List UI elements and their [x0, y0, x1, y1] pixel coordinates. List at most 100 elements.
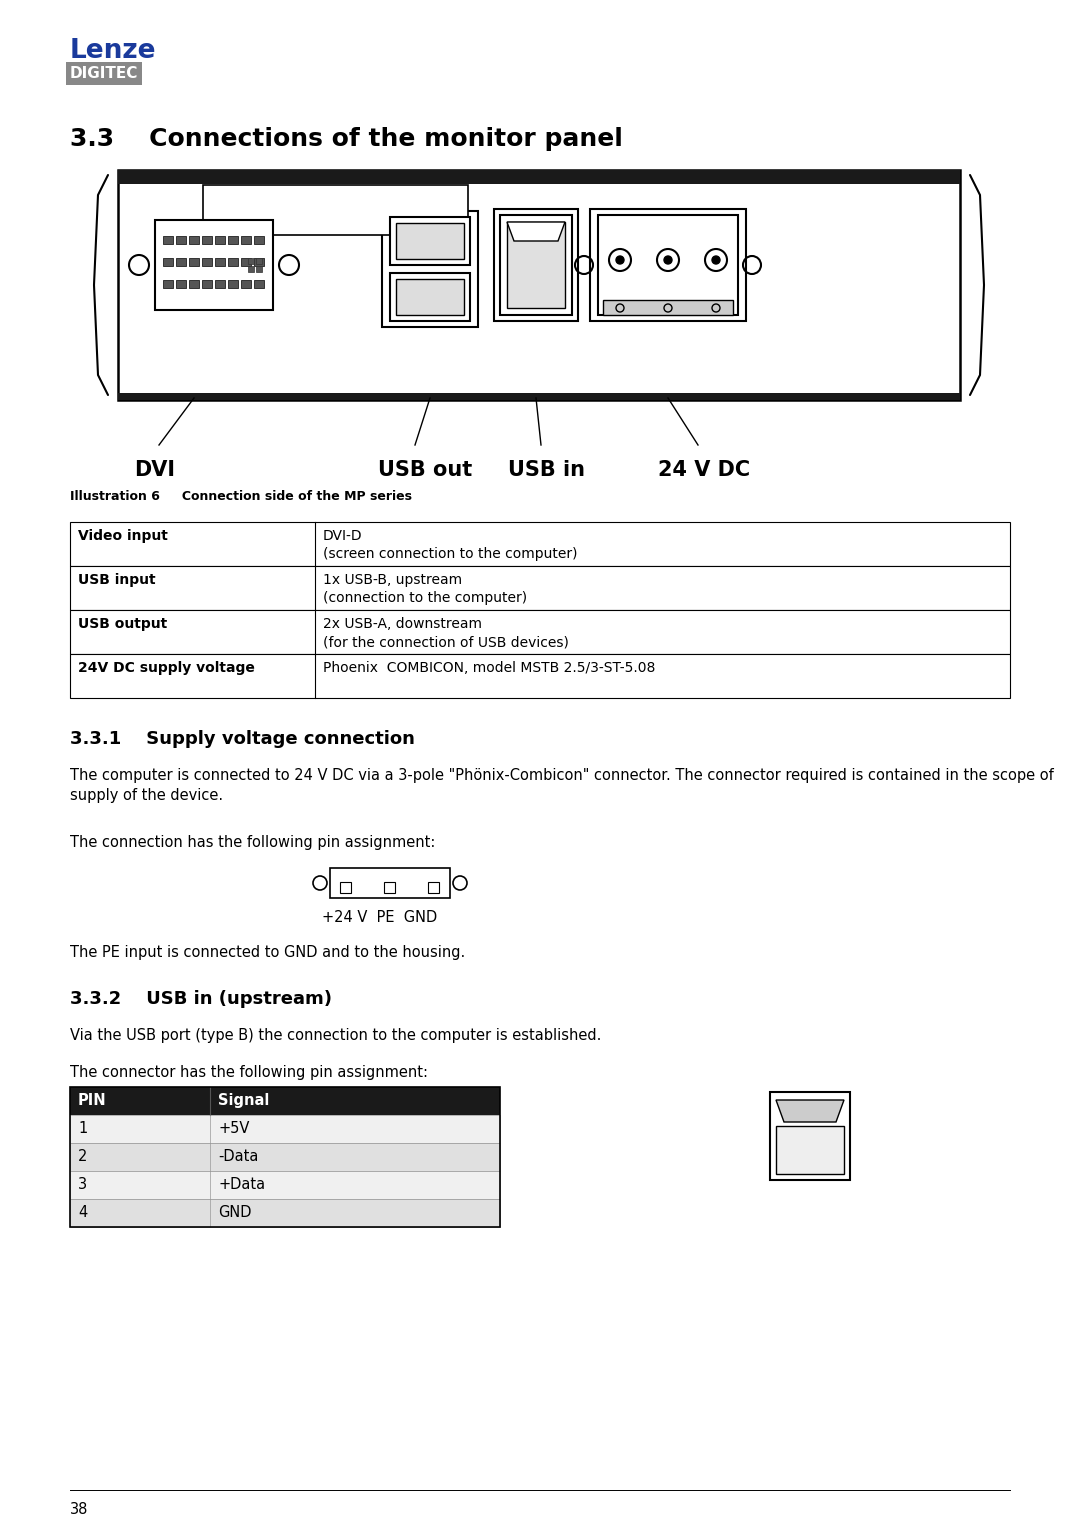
- Bar: [330, 867, 450, 898]
- Bar: [428, 883, 438, 893]
- Bar: [203, 185, 468, 235]
- Text: DVI: DVI: [134, 460, 175, 479]
- Bar: [396, 223, 464, 260]
- Text: 2: 2: [78, 1148, 87, 1164]
- Bar: [254, 237, 264, 244]
- Text: 1: 1: [78, 1121, 87, 1136]
- Bar: [176, 279, 186, 289]
- Text: Illustration 6: Illustration 6: [70, 490, 160, 502]
- Bar: [176, 258, 186, 266]
- Text: +5V: +5V: [218, 1121, 249, 1136]
- Bar: [156, 220, 273, 310]
- Text: 2x USB-A, downstream
(for the connection of USB devices): 2x USB-A, downstream (for the connection…: [323, 617, 569, 649]
- Text: 1: 1: [778, 1096, 786, 1109]
- Bar: [590, 209, 746, 321]
- Bar: [70, 1087, 500, 1228]
- Bar: [70, 567, 1010, 609]
- Bar: [202, 258, 212, 266]
- Bar: [70, 522, 1010, 567]
- Text: 4: 4: [831, 1159, 838, 1173]
- Bar: [598, 215, 738, 315]
- Bar: [384, 883, 395, 893]
- Bar: [163, 279, 173, 289]
- Bar: [228, 279, 238, 289]
- Bar: [202, 279, 212, 289]
- Bar: [70, 609, 1010, 654]
- Circle shape: [616, 257, 624, 264]
- Text: 3.3.1    Supply voltage connection: 3.3.1 Supply voltage connection: [70, 730, 415, 748]
- Bar: [254, 258, 264, 266]
- Bar: [70, 1115, 500, 1144]
- Text: +24 V  PE  GND: +24 V PE GND: [322, 910, 437, 925]
- Bar: [118, 169, 960, 400]
- Bar: [390, 217, 470, 266]
- Bar: [241, 237, 251, 244]
- Bar: [770, 1092, 850, 1180]
- Bar: [254, 279, 264, 289]
- Text: The connector has the following pin assignment:: The connector has the following pin assi…: [70, 1064, 428, 1080]
- Bar: [603, 299, 733, 315]
- Polygon shape: [777, 1099, 843, 1122]
- Text: 2: 2: [831, 1096, 838, 1109]
- Text: 3: 3: [778, 1159, 786, 1173]
- Polygon shape: [507, 221, 565, 241]
- Text: 3.3.2    USB in (upstream): 3.3.2 USB in (upstream): [70, 989, 332, 1008]
- Bar: [215, 279, 225, 289]
- Bar: [70, 1144, 500, 1171]
- Bar: [228, 237, 238, 244]
- Bar: [396, 279, 464, 315]
- Bar: [256, 266, 262, 272]
- Circle shape: [664, 257, 672, 264]
- Bar: [256, 258, 262, 264]
- Text: +Data: +Data: [218, 1177, 265, 1193]
- Bar: [70, 1087, 500, 1115]
- Bar: [70, 1199, 500, 1228]
- Text: DVI-D
(screen connection to the computer): DVI-D (screen connection to the computer…: [323, 528, 578, 562]
- Bar: [189, 279, 199, 289]
- Text: 38: 38: [70, 1503, 89, 1516]
- Bar: [189, 258, 199, 266]
- Text: Phoenix  COMBICON, model MSTB 2.5/3-ST-5.08: Phoenix COMBICON, model MSTB 2.5/3-ST-5.…: [323, 661, 656, 675]
- Bar: [241, 258, 251, 266]
- Text: USB output: USB output: [78, 617, 167, 631]
- Bar: [118, 392, 960, 400]
- Bar: [176, 237, 186, 244]
- Text: Connection side of the MP series: Connection side of the MP series: [160, 490, 411, 502]
- Text: The PE input is connected to GND and to the housing.: The PE input is connected to GND and to …: [70, 945, 465, 960]
- Bar: [215, 258, 225, 266]
- Bar: [390, 273, 470, 321]
- Text: Video input: Video input: [78, 528, 167, 544]
- Text: The computer is connected to 24 V DC via a 3-pole "Phönix-Combicon" connector. T: The computer is connected to 24 V DC via…: [70, 768, 1054, 803]
- Text: 4: 4: [78, 1205, 87, 1220]
- Bar: [163, 258, 173, 266]
- Bar: [228, 258, 238, 266]
- Text: 1x USB-B, upstream
(connection to the computer): 1x USB-B, upstream (connection to the co…: [323, 573, 527, 605]
- Text: USB out: USB out: [378, 460, 472, 479]
- Text: 3.3    Connections of the monitor panel: 3.3 Connections of the monitor panel: [70, 127, 623, 151]
- Text: GND: GND: [218, 1205, 252, 1220]
- Bar: [70, 1171, 500, 1199]
- Bar: [248, 258, 254, 264]
- Bar: [202, 237, 212, 244]
- Bar: [382, 211, 478, 327]
- Bar: [189, 237, 199, 244]
- Bar: [215, 237, 225, 244]
- Text: PIN: PIN: [78, 1093, 107, 1109]
- Text: DIGITEC: DIGITEC: [70, 66, 138, 81]
- Bar: [340, 883, 351, 893]
- Bar: [494, 209, 578, 321]
- Text: USB in: USB in: [508, 460, 585, 479]
- Bar: [70, 654, 1010, 698]
- Bar: [507, 221, 565, 308]
- Text: 24 V DC: 24 V DC: [658, 460, 751, 479]
- Bar: [500, 215, 572, 315]
- Bar: [248, 266, 254, 272]
- Text: -Data: -Data: [218, 1148, 258, 1164]
- Bar: [163, 237, 173, 244]
- Circle shape: [712, 257, 720, 264]
- Bar: [777, 1125, 843, 1174]
- Bar: [118, 169, 960, 183]
- Text: 3: 3: [78, 1177, 87, 1193]
- Text: Lenze: Lenze: [70, 38, 157, 64]
- Text: 24V DC supply voltage: 24V DC supply voltage: [78, 661, 255, 675]
